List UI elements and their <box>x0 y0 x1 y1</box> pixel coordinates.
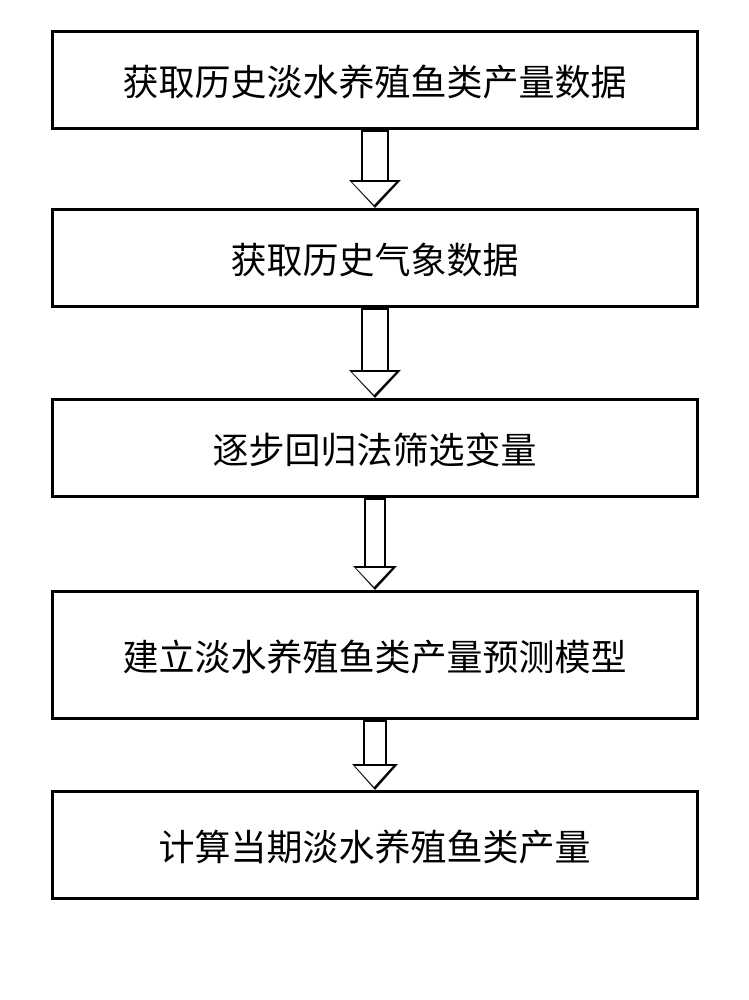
flow-arrow-4 <box>352 720 398 790</box>
arrow-head-icon <box>353 566 397 590</box>
flow-node-1-label: 获取历史淡水养殖鱼类产量数据 <box>122 54 626 106</box>
arrow-shaft <box>361 130 389 180</box>
flowchart-container: 获取历史淡水养殖鱼类产量数据 获取历史气象数据 逐步回归法筛选变量 建立淡水养殖… <box>0 0 749 900</box>
arrow-head-icon <box>349 370 401 398</box>
flow-node-3-label: 逐步回归法筛选变量 <box>212 422 536 474</box>
flow-arrow-2 <box>349 308 401 398</box>
flow-node-2-label: 获取历史气象数据 <box>230 232 518 284</box>
flow-node-5: 计算当期淡水养殖鱼类产量 <box>51 790 699 900</box>
flow-node-1: 获取历史淡水养殖鱼类产量数据 <box>51 30 699 130</box>
flow-node-2: 获取历史气象数据 <box>51 208 699 308</box>
flow-node-4: 建立淡水养殖鱼类产量预测模型 <box>51 590 699 720</box>
flow-node-3: 逐步回归法筛选变量 <box>51 398 699 498</box>
arrow-shaft <box>364 498 386 566</box>
arrow-head-icon <box>352 764 398 790</box>
flow-node-5-label: 计算当期淡水养殖鱼类产量 <box>158 819 590 871</box>
flow-arrow-1 <box>349 130 401 208</box>
arrow-shaft <box>363 720 387 764</box>
arrow-shaft <box>361 308 389 370</box>
flow-node-4-label: 建立淡水养殖鱼类产量预测模型 <box>122 629 626 681</box>
arrow-head-icon <box>349 180 401 208</box>
flow-arrow-3 <box>353 498 397 590</box>
